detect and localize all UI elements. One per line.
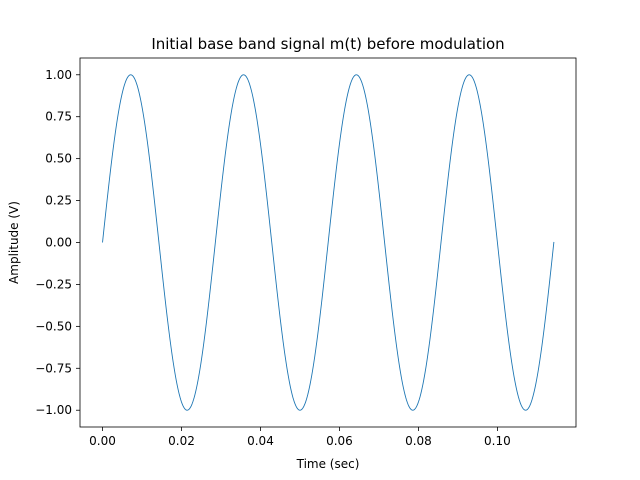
- series-layer: [102, 74, 555, 411]
- y-tick-label: 0.50: [45, 152, 72, 166]
- x-axis-ticks: 0.00 0.02 0.04 0.06 0.08 0.10: [89, 427, 511, 448]
- x-axis-label: Time (sec): [296, 457, 360, 471]
- y-axis-label: Amplitude (V): [7, 201, 21, 284]
- y-tick-label: −1.00: [35, 403, 72, 417]
- y-tick-label: −0.25: [35, 277, 72, 291]
- y-tick-label: 0.00: [45, 236, 72, 250]
- y-tick-label: 0.75: [45, 110, 72, 124]
- y-axis-ticks: −1.00 −0.75 −0.50 −0.25 0.00 0.25 0.50 0.75 1.00: [35, 68, 80, 417]
- x-tick-label: 0.06: [326, 434, 353, 448]
- y-tick-label: 0.25: [45, 194, 72, 208]
- y-tick-label: −0.75: [35, 361, 72, 375]
- x-tick-label: 0.04: [247, 434, 274, 448]
- plot-area: 0.00 0.02 0.04 0.06 0.08 0.10 −1.00 −0.75 −0.50…: [35, 57, 577, 448]
- x-tick-label: 0.10: [484, 434, 511, 448]
- x-tick-label: 0.00: [89, 434, 116, 448]
- x-tick-label: 0.02: [168, 434, 195, 448]
- x-tick-label: 0.08: [405, 434, 432, 448]
- chart-title: Initial base band signal m(t) before mod…: [151, 35, 504, 53]
- series-line-0: [102, 74, 555, 411]
- y-tick-label: −0.50: [35, 319, 72, 333]
- y-tick-label: 1.00: [45, 68, 72, 82]
